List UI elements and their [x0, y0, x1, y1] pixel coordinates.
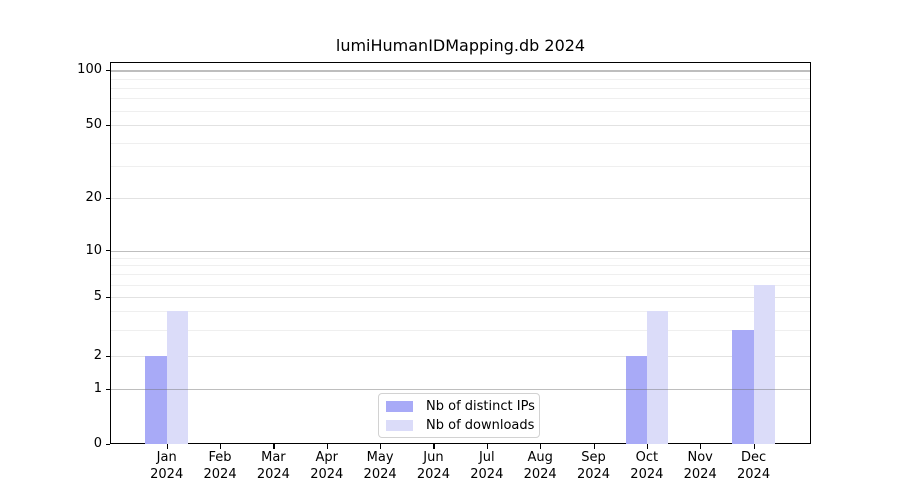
legend-label-downloads: Nb of downloads — [426, 417, 535, 433]
legend-item-distinct-ips: Nb of distinct IPs — [386, 399, 539, 414]
x-tick-year: 2024 — [203, 466, 237, 482]
y-tick-mark — [106, 355, 110, 357]
legend-swatch-distinct-ips — [386, 400, 413, 412]
x-tick-month: May — [366, 450, 394, 465]
bar-distinct-ips — [732, 329, 754, 444]
y-tick-label: 0 — [93, 436, 102, 451]
x-tick-year: 2024 — [256, 466, 290, 482]
x-tick-month: Mar — [261, 450, 286, 465]
x-tick-mark — [220, 444, 222, 449]
gridline-minor — [111, 284, 810, 286]
x-tick-mark — [380, 444, 382, 449]
x-tick-month: Dec — [740, 450, 767, 465]
x-tick-label: Jun 2024 — [405, 450, 461, 483]
y-tick-label: 100 — [77, 62, 102, 78]
gridline-minor — [111, 78, 810, 80]
x-tick-month: Jan — [156, 450, 177, 465]
y-tick-label: 10 — [85, 242, 102, 258]
legend-swatch-downloads — [386, 419, 413, 431]
x-tick-mark — [486, 444, 488, 449]
y-tick-mark — [106, 197, 110, 199]
gridline-minor — [111, 87, 810, 89]
legend-item-downloads: Nb of downloads — [386, 418, 539, 433]
x-tick-month: Oct — [635, 450, 659, 465]
x-tick-label: Apr 2024 — [299, 450, 355, 483]
x-tick-year: 2024 — [363, 466, 397, 482]
y-tick-label: 2 — [93, 348, 102, 363]
x-tick-label: Dec 2024 — [726, 450, 782, 483]
x-tick-month: Sep — [581, 450, 606, 465]
gridline-minor — [111, 142, 810, 144]
gridline-minor — [111, 274, 810, 276]
y-tick-mark — [106, 124, 110, 126]
y-tick-label: 20 — [85, 190, 102, 206]
x-tick-mark — [540, 444, 542, 449]
bar-downloads — [166, 311, 188, 444]
gridline-minor — [111, 165, 810, 167]
plot-area — [110, 62, 811, 444]
x-tick-mark — [646, 444, 649, 449]
gridline-minor — [111, 311, 810, 313]
x-tick-label: Jul 2024 — [459, 450, 515, 483]
x-tick-year: 2024 — [737, 466, 771, 482]
gridline-minor — [111, 329, 810, 331]
chart-title: lumiHumanIDMapping.db 2024 — [335, 36, 586, 55]
bar-downloads — [646, 311, 669, 444]
x-tick-month: Jun — [423, 450, 444, 465]
x-tick-year: 2024 — [576, 466, 611, 482]
y-tick-mark — [106, 69, 110, 71]
gridline-major — [111, 297, 810, 298]
x-tick-year: 2024 — [150, 466, 184, 482]
x-tick-mark — [273, 444, 275, 449]
x-tick-mark — [433, 444, 435, 449]
legend-label-distinct-ips: Nb of distinct IPs — [426, 398, 535, 414]
y-tick-mark — [106, 443, 110, 445]
y-tick-mark — [106, 250, 110, 252]
x-tick-mark — [593, 444, 595, 449]
x-tick-month: Apr — [315, 450, 339, 465]
gridline-minor — [111, 257, 810, 259]
legend: Nb of distinct IPs Nb of downloads — [378, 393, 540, 438]
x-tick-month: Nov — [687, 450, 713, 465]
gridline-major — [111, 198, 810, 200]
gridline-major — [111, 356, 810, 357]
x-tick-year: 2024 — [683, 466, 717, 482]
x-tick-year: 2024 — [470, 466, 504, 482]
x-tick-mark — [166, 444, 168, 449]
x-tick-mark — [700, 444, 702, 449]
bar-distinct-ips — [145, 356, 167, 444]
x-tick-label: Oct 2024 — [619, 450, 675, 483]
bar-downloads — [753, 284, 775, 444]
x-tick-year: 2024 — [416, 466, 450, 482]
x-tick-label: Nov 2024 — [672, 450, 728, 483]
x-tick-month: Aug — [527, 450, 553, 465]
x-tick-year: 2024 — [523, 466, 557, 482]
x-tick-label: Feb 2024 — [192, 450, 248, 483]
y-tick-mark — [106, 296, 110, 298]
y-tick-label: 1 — [93, 381, 102, 396]
gridline-minor — [111, 265, 810, 267]
x-tick-month: Jul — [478, 450, 495, 465]
x-tick-label: Mar 2024 — [245, 450, 301, 483]
x-tick-year: 2024 — [630, 466, 664, 482]
y-tick-label: 50 — [85, 117, 102, 132]
x-tick-label: Sep 2024 — [566, 450, 622, 483]
y-tick-mark — [106, 388, 110, 390]
decade-line — [111, 70, 810, 72]
decade-line — [111, 250, 810, 252]
x-tick-label: Jan 2024 — [139, 450, 195, 483]
gridline-minor — [111, 110, 810, 112]
gridline-major — [111, 125, 810, 126]
x-tick-label: Aug 2024 — [512, 450, 568, 483]
x-tick-mark — [753, 444, 755, 449]
x-tick-mark — [326, 444, 328, 449]
bar-distinct-ips — [625, 356, 647, 444]
x-tick-year: 2024 — [310, 466, 344, 482]
decade-line — [111, 389, 810, 391]
y-tick-label: 5 — [93, 289, 102, 304]
gridline-minor — [111, 98, 810, 100]
x-tick-month: Feb — [208, 450, 232, 465]
x-tick-label: May 2024 — [352, 450, 408, 483]
